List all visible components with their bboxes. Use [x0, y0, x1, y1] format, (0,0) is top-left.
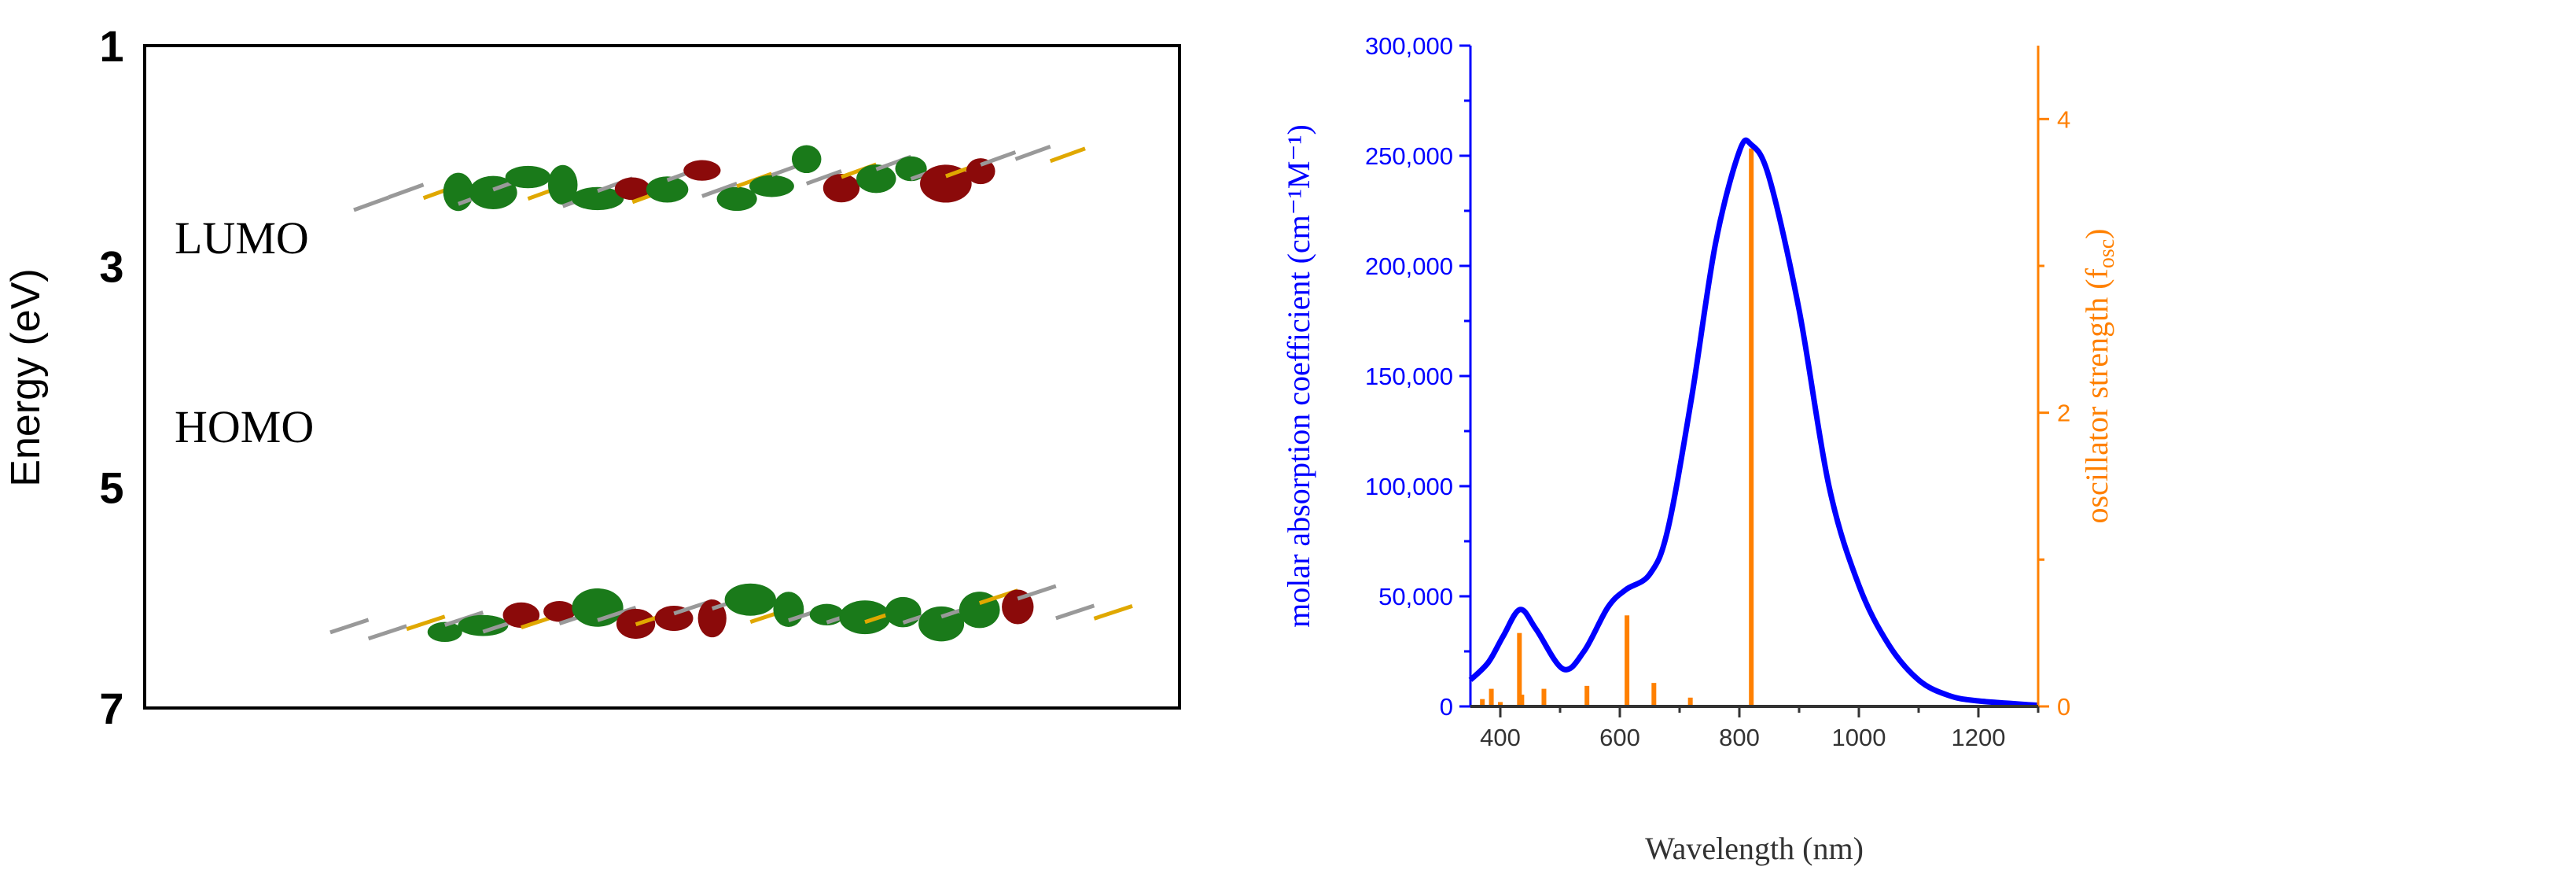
y2-tick-label: 0 — [2057, 693, 2070, 721]
orbital-lobe — [1002, 589, 1034, 625]
bond — [1055, 603, 1095, 621]
orbital-lobe — [822, 173, 860, 203]
oscillator-bar — [1687, 697, 1693, 706]
orbital-lobe — [443, 172, 474, 212]
bond — [329, 618, 370, 635]
energy-level-panel: 1 3 5 7 Energy (eV) LUMO HOMO — [3, 21, 1181, 733]
orbital-lobe — [646, 176, 689, 203]
orbital-lobe — [427, 621, 462, 643]
y-tick-label: 300,000 — [1365, 32, 1453, 60]
orbital-lobe — [791, 145, 822, 174]
oscillator-bar — [1541, 688, 1547, 706]
bond — [1093, 604, 1133, 621]
y-tick-label: 150,000 — [1365, 363, 1453, 390]
y-tick-label: 0 — [1440, 693, 1453, 721]
oscillator-bar — [1651, 683, 1657, 706]
energy-frame — [143, 44, 1181, 710]
y-tick-label: 50,000 — [1378, 583, 1453, 610]
energy-tick-label: 5 — [99, 463, 123, 512]
orbital-lobe — [920, 164, 972, 203]
bond — [980, 150, 1017, 167]
orbital-lobe — [773, 592, 804, 627]
x-tick-label: 400 — [1480, 724, 1521, 751]
y-tick-label: 200,000 — [1365, 253, 1453, 280]
y-tick-label: 250,000 — [1365, 142, 1453, 170]
orbital-lobe — [571, 186, 624, 211]
orbital-lobe — [683, 160, 721, 181]
orbital-lobe — [749, 175, 794, 197]
absorption-chart: 0 50,000 100,000 150,000 200,000 250,000 300,0… — [1281, 32, 2119, 866]
energy-axis-label: Energy (eV) — [3, 268, 49, 486]
oscillator-bar — [1498, 702, 1503, 706]
orbital-lobe — [543, 600, 576, 622]
bond — [1017, 584, 1057, 601]
oscillator-bar — [1489, 688, 1494, 706]
energy-tick-label: 7 — [99, 684, 123, 733]
lumo-label: LUMO — [175, 212, 309, 264]
orbital-lobe — [839, 600, 891, 635]
y2-tick-label: 4 — [2057, 105, 2070, 133]
absorption-line — [1468, 137, 2039, 709]
orbital-lobe — [505, 165, 551, 189]
oscillator-bar — [1584, 685, 1590, 706]
orbital-lobe — [966, 158, 995, 185]
bond — [367, 624, 407, 641]
energy-tick-label: 3 — [99, 242, 123, 292]
orbital-lobe — [614, 177, 650, 201]
orbital-lobe — [918, 606, 965, 642]
y-tick-label: 100,000 — [1365, 473, 1453, 500]
x-tick-label: 1200 — [1952, 724, 2006, 751]
orbital-lobe — [502, 602, 540, 629]
bond — [701, 182, 738, 198]
oscillator-bar — [1749, 148, 1754, 706]
bond — [388, 183, 425, 200]
bond — [406, 614, 446, 632]
homo-orbital-image — [329, 583, 1133, 643]
x-tick-label: 600 — [1599, 724, 1640, 751]
orbital-lobe — [547, 164, 578, 205]
x-tick-label: 1000 — [1832, 724, 1886, 751]
orbital-lobe — [458, 614, 509, 636]
x-axis-label: Wavelength (nm) — [1645, 831, 1864, 866]
orbital-lobe — [697, 599, 727, 638]
orbital-lobe — [724, 583, 776, 616]
orbital-lobe — [716, 186, 757, 212]
oscillator-bar — [1517, 632, 1522, 706]
bond — [805, 169, 842, 186]
homo-label: HOMO — [175, 401, 314, 452]
bond — [353, 195, 390, 212]
y2-tick-label: 2 — [2057, 400, 2070, 427]
bond — [1014, 144, 1051, 161]
orbital-lobe — [885, 596, 922, 628]
orbital-lobe — [572, 588, 624, 627]
x-tick-label: 800 — [1719, 724, 1760, 751]
bond — [1049, 146, 1086, 164]
lumo-orbital-image — [353, 144, 1086, 212]
orbital-lobe — [856, 164, 896, 194]
y-axis-label: molar absorption coefficient (cm⁻¹M⁻¹) — [1281, 124, 1316, 628]
oscillator-bar — [1480, 699, 1485, 706]
oscillator-bar — [1625, 615, 1630, 706]
oscillator-bar — [1519, 695, 1525, 706]
energy-tick-label: 1 — [99, 21, 123, 71]
y2-axis-label: oscillator strength (fosc) — [2079, 228, 2119, 523]
